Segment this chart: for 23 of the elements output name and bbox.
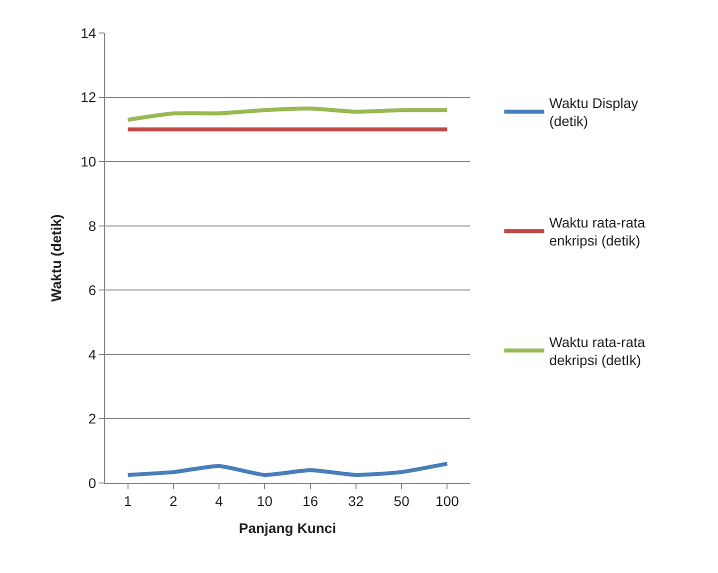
x-tick-label: 50 — [394, 492, 410, 509]
x-tick-label: 32 — [348, 492, 364, 509]
line-series — [126, 462, 450, 477]
y-tick-label: 2 — [88, 410, 96, 427]
x-tick-label: 16 — [302, 492, 318, 509]
y-tick-label: 12 — [80, 89, 96, 106]
y-tick-label: 4 — [88, 346, 96, 362]
y-tick-label: 8 — [88, 218, 96, 234]
y-tick-label: 10 — [80, 153, 96, 170]
legend-label: Waktu rata-rata dekripsi (detIk) — [549, 334, 646, 368]
x-tick-label: 2 — [170, 492, 178, 509]
x-tick-label: 100 — [436, 492, 460, 509]
y-tick-label: 0 — [88, 474, 96, 491]
x-tick-label: 1 — [124, 492, 132, 509]
line-series — [126, 106, 450, 122]
y-axis-title: Waktu (detik) — [48, 214, 64, 302]
legend-label: Waktu Display (detik) — [549, 95, 638, 130]
legend-label: Waktu rata-rata enkripsi (detik) — [549, 214, 646, 249]
x-axis-title: Panjang Kunci — [238, 520, 336, 536]
x-tick-label: 10 — [256, 492, 273, 509]
x-tick-label: 4 — [215, 492, 224, 509]
y-tick-label: 6 — [88, 282, 96, 298]
y-tick-label: 14 — [80, 24, 96, 41]
